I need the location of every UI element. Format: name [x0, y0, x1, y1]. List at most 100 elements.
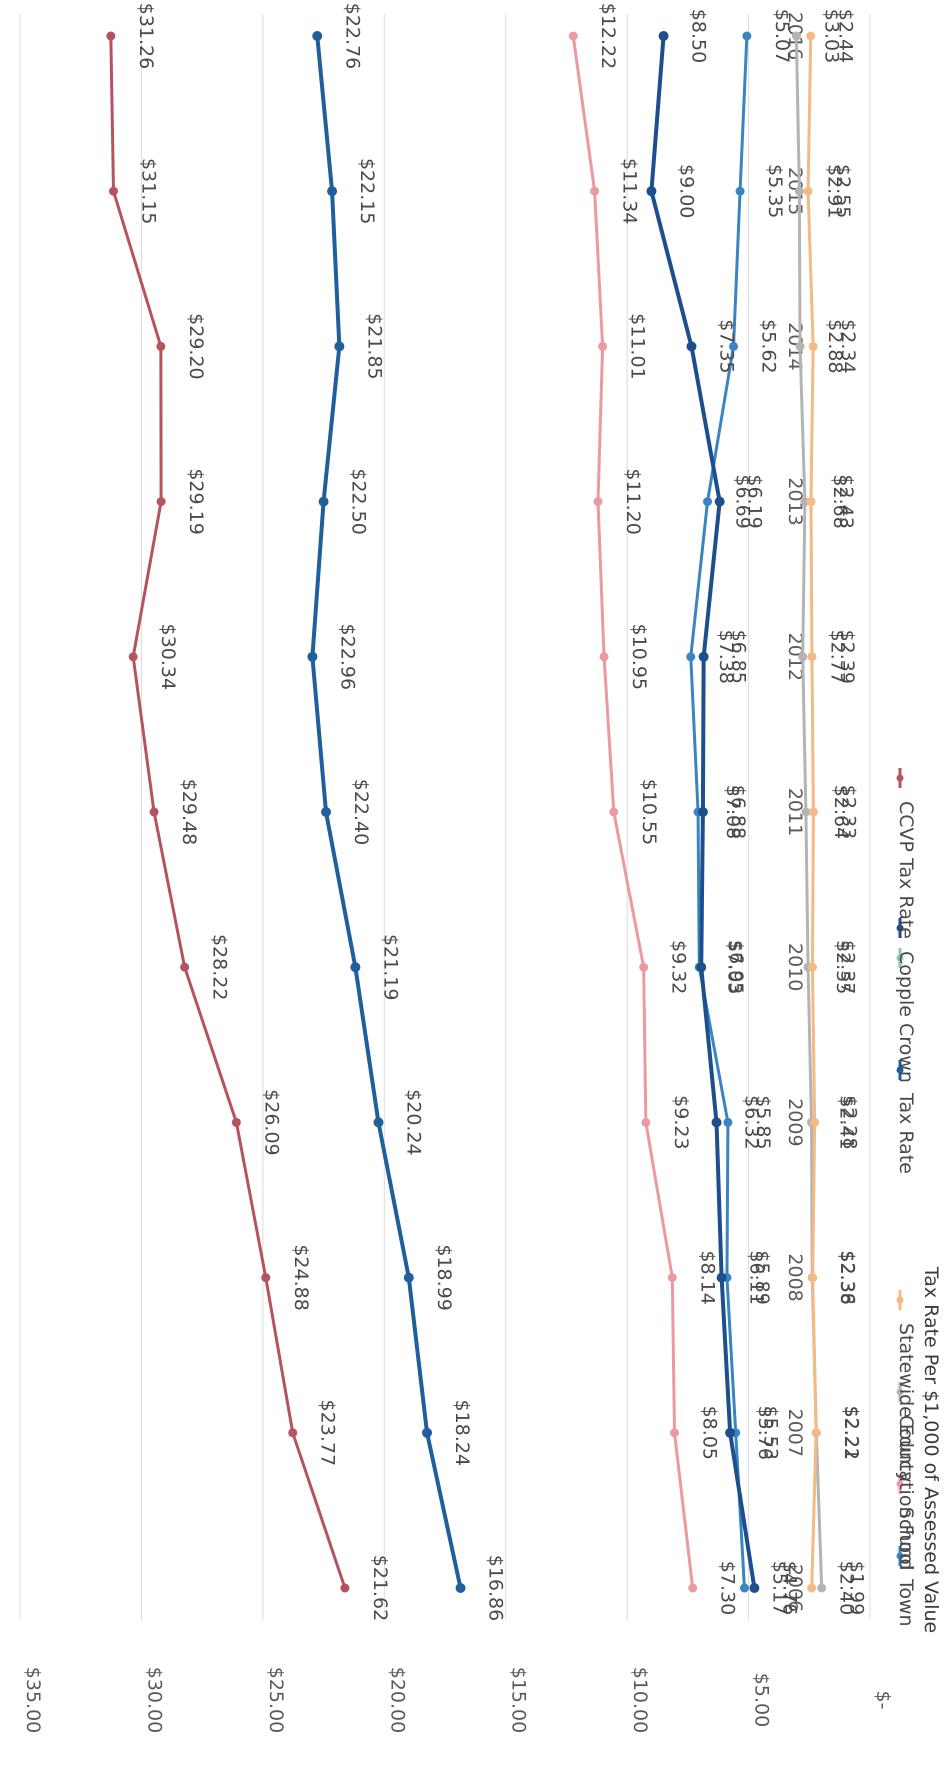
- legend-label: Tax Rate: [895, 1092, 917, 1174]
- data-label: $5.76: [754, 1406, 776, 1460]
- gridlines: $- $5.00 $10.00 $15.00 $20.00 $25.00 $30.00 $35…: [19, 14, 894, 1733]
- data-label: $21.62: [369, 1555, 391, 1621]
- data-point: [794, 186, 804, 196]
- data-point: [807, 962, 817, 972]
- year-tick-label: 2007: [784, 1409, 806, 1457]
- data-point: [599, 652, 609, 662]
- data-label: $30.34: [157, 624, 179, 690]
- data-label: $2.34: [837, 319, 859, 373]
- legend-marker: [896, 1480, 904, 1488]
- data-label: $31.15: [138, 158, 160, 224]
- data-point: [312, 31, 323, 41]
- data-label: $29.48: [178, 779, 200, 845]
- data-point: [180, 962, 190, 972]
- data-label: $8.50: [688, 9, 710, 63]
- data-label: $22.15: [356, 158, 378, 224]
- data-point: [667, 1273, 677, 1283]
- value-tick-label: $10.00: [629, 1667, 651, 1733]
- data-label: $2.22: [840, 1406, 862, 1460]
- data-label: $2.55: [832, 164, 854, 218]
- series: $2.40 $2.22 $2.36 $2.28 $2.37 $2.33 $2.39 $2.43…: [803, 9, 862, 1615]
- data-point: [327, 186, 338, 197]
- data-label: $24.88: [290, 1244, 312, 1310]
- data-point: [723, 1117, 733, 1127]
- data-label: $6.19: [744, 474, 766, 528]
- data-label: $22.40: [350, 779, 372, 845]
- data-label: $22.76: [341, 3, 363, 69]
- year-tick-label: 2011: [784, 788, 806, 836]
- data-point: [749, 1583, 760, 1593]
- data-label: $6.85: [728, 630, 750, 684]
- data-point: [806, 31, 816, 41]
- data-label: $11.34: [619, 158, 641, 224]
- data-label: $26.09: [260, 1089, 282, 1155]
- data-label: $4.76: [778, 1561, 800, 1615]
- data-point: [106, 31, 116, 41]
- data-point: [714, 496, 725, 507]
- value-tick-label: $25.00: [265, 1667, 287, 1733]
- series: $4.76 $5.76 $6.11 $6.32 $6.95 $6.88 $6.85 $6.19…: [646, 9, 800, 1615]
- data-label: $29.19: [185, 468, 207, 534]
- data-label: $10.55: [638, 779, 660, 845]
- data-label: $8.05: [699, 1406, 721, 1460]
- data-point: [288, 1428, 298, 1438]
- data-point: [373, 1117, 384, 1128]
- data-label: $5.35: [764, 164, 786, 218]
- data-label: $9.32: [668, 940, 690, 994]
- legend-label: School: [895, 1507, 917, 1570]
- series: $7.30 $8.05 $8.14 $9.23 $9.32 $10.55 $10.95 $11…: [568, 3, 739, 1615]
- data-point: [641, 1117, 651, 1127]
- data-point: [422, 1427, 433, 1438]
- data-label: $2.44: [835, 9, 857, 63]
- legend-label: Copple Crown: [895, 951, 917, 1083]
- data-point: [231, 1117, 241, 1127]
- value-tick-label: $-: [872, 1691, 894, 1710]
- data-label: $7.35: [716, 319, 738, 373]
- data-label: $7.08: [722, 785, 744, 839]
- year-tick-label: 2010: [784, 943, 806, 991]
- legend-marker: [896, 924, 904, 932]
- data-point: [128, 652, 138, 662]
- data-point: [803, 186, 813, 196]
- data-point: [593, 497, 603, 507]
- data-point: [261, 1273, 271, 1283]
- data-label: $2.21: [840, 1406, 862, 1460]
- data-point: [808, 807, 818, 817]
- data-label: $5.17: [768, 1561, 790, 1615]
- data-point: [703, 497, 713, 507]
- legend-marker: [896, 1296, 904, 1304]
- series: $16.86 $18.24 $18.99 $20.24 $21.19 $22.40 $22.…: [307, 3, 507, 1621]
- series: $21.62 $23.77 $24.88 $26.09 $28.22 $29.48 $30.…: [106, 3, 391, 1621]
- data-point: [817, 1583, 827, 1593]
- data-label: $10.95: [628, 624, 650, 690]
- data-point: [729, 341, 739, 351]
- data-point: [697, 807, 708, 817]
- data-label: $29.20: [185, 313, 207, 379]
- data-point: [811, 1428, 821, 1438]
- data-label: $5.07: [771, 9, 793, 63]
- data-point: [686, 652, 696, 662]
- data-point: [307, 651, 318, 662]
- legend-label: Statewide Education Fund: [895, 1323, 917, 1571]
- data-label: $1.99: [846, 1561, 868, 1615]
- value-tick-label: $5.00: [751, 1673, 773, 1727]
- year-tick-label: 2006: [784, 1564, 806, 1612]
- data-label: $2.36: [837, 1250, 859, 1304]
- data-point: [609, 807, 619, 817]
- year-tick-label: 2012: [784, 633, 806, 681]
- data-label: $22.50: [348, 468, 370, 534]
- data-point: [340, 1583, 350, 1593]
- data-point: [808, 1273, 818, 1283]
- data-label: $22.96: [336, 624, 358, 690]
- series-line: [310, 35, 463, 1589]
- data-label: $2.55: [832, 940, 854, 994]
- data-label: $18.24: [451, 1400, 473, 1466]
- series-line: [109, 35, 347, 1589]
- value-axis-title: Tax Rate Per $1,000 of Assessed Value: [920, 1266, 942, 1633]
- data-label: $18.99: [433, 1244, 455, 1310]
- data-label: $21.19: [379, 934, 401, 1000]
- data-label: $2.28: [839, 1095, 861, 1149]
- data-point: [403, 1272, 414, 1283]
